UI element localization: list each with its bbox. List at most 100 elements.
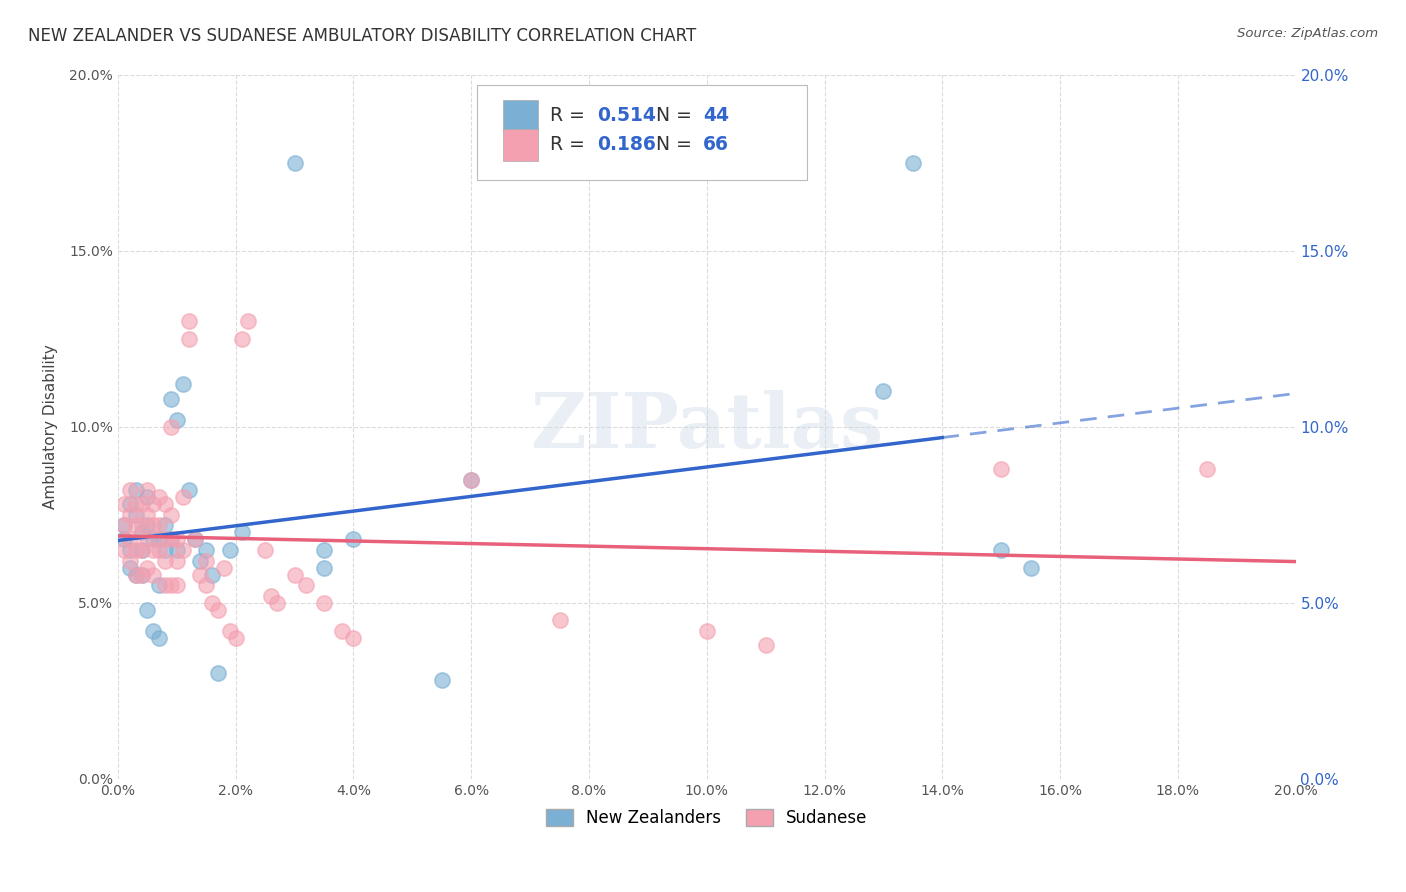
Point bbox=[195, 578, 218, 592]
Point bbox=[118, 483, 141, 497]
FancyBboxPatch shape bbox=[477, 85, 807, 180]
Point bbox=[124, 508, 146, 522]
Point bbox=[131, 543, 153, 558]
Point bbox=[312, 543, 335, 558]
Point bbox=[160, 533, 183, 547]
Point bbox=[136, 483, 159, 497]
Point bbox=[160, 419, 183, 434]
Point bbox=[153, 518, 176, 533]
Point bbox=[312, 596, 335, 610]
Point bbox=[260, 589, 283, 603]
Point bbox=[295, 578, 318, 592]
Text: N =: N = bbox=[657, 106, 697, 125]
Point bbox=[112, 543, 135, 558]
Point bbox=[460, 473, 482, 487]
Text: N =: N = bbox=[657, 136, 697, 154]
Point bbox=[118, 533, 141, 547]
Point bbox=[218, 543, 240, 558]
Point bbox=[131, 567, 153, 582]
Text: R =: R = bbox=[550, 136, 591, 154]
Point bbox=[136, 518, 159, 533]
Point bbox=[160, 533, 183, 547]
Point bbox=[207, 603, 229, 617]
Point bbox=[207, 666, 229, 681]
Point bbox=[990, 462, 1012, 476]
Point bbox=[1019, 560, 1042, 574]
Point bbox=[266, 596, 288, 610]
Y-axis label: Ambulatory Disability: Ambulatory Disability bbox=[44, 344, 58, 509]
Point bbox=[153, 497, 176, 511]
Point bbox=[1197, 462, 1219, 476]
Point bbox=[284, 155, 307, 169]
Text: Source: ZipAtlas.com: Source: ZipAtlas.com bbox=[1237, 27, 1378, 40]
Point bbox=[112, 497, 135, 511]
Point bbox=[160, 508, 183, 522]
Point bbox=[166, 543, 188, 558]
Point bbox=[131, 525, 153, 540]
Point bbox=[148, 490, 170, 504]
Point bbox=[177, 332, 200, 346]
Point bbox=[166, 412, 188, 426]
Point bbox=[330, 624, 353, 638]
Point bbox=[190, 567, 212, 582]
Point bbox=[153, 543, 176, 558]
Point bbox=[142, 624, 165, 638]
Text: R =: R = bbox=[550, 106, 591, 125]
Point bbox=[201, 567, 224, 582]
Point bbox=[153, 578, 176, 592]
Point bbox=[136, 560, 159, 574]
Point bbox=[136, 490, 159, 504]
Point bbox=[201, 596, 224, 610]
Point bbox=[131, 567, 153, 582]
Point bbox=[148, 533, 170, 547]
Point bbox=[166, 533, 188, 547]
Point bbox=[172, 377, 194, 392]
Point bbox=[124, 518, 146, 533]
Point bbox=[990, 543, 1012, 558]
Point bbox=[136, 603, 159, 617]
Point bbox=[872, 384, 894, 399]
Point bbox=[177, 483, 200, 497]
Point bbox=[231, 525, 253, 540]
Point bbox=[131, 518, 153, 533]
Point bbox=[342, 631, 364, 645]
Point bbox=[225, 631, 247, 645]
Point bbox=[136, 508, 159, 522]
Point bbox=[548, 614, 571, 628]
Point bbox=[236, 314, 259, 328]
Point bbox=[190, 553, 212, 567]
Point bbox=[312, 560, 335, 574]
Point bbox=[131, 543, 153, 558]
Point bbox=[153, 553, 176, 567]
Point bbox=[124, 497, 146, 511]
Point bbox=[136, 533, 159, 547]
Point bbox=[148, 631, 170, 645]
Point bbox=[195, 543, 218, 558]
Point bbox=[142, 518, 165, 533]
Point bbox=[901, 155, 924, 169]
Point bbox=[118, 497, 141, 511]
Point bbox=[166, 578, 188, 592]
Point bbox=[142, 543, 165, 558]
Point bbox=[172, 490, 194, 504]
Point bbox=[148, 518, 170, 533]
Point bbox=[160, 392, 183, 406]
Point bbox=[118, 508, 141, 522]
Point bbox=[112, 518, 135, 533]
Point bbox=[118, 543, 141, 558]
Point bbox=[142, 567, 165, 582]
Point bbox=[118, 553, 141, 567]
Text: 0.186: 0.186 bbox=[598, 136, 657, 154]
Point bbox=[148, 578, 170, 592]
Point bbox=[172, 543, 194, 558]
Point bbox=[124, 483, 146, 497]
Point bbox=[195, 553, 218, 567]
Point bbox=[231, 332, 253, 346]
Text: NEW ZEALANDER VS SUDANESE AMBULATORY DISABILITY CORRELATION CHART: NEW ZEALANDER VS SUDANESE AMBULATORY DIS… bbox=[28, 27, 696, 45]
Point bbox=[183, 533, 205, 547]
Point bbox=[430, 673, 453, 688]
Point bbox=[124, 567, 146, 582]
Point bbox=[755, 638, 778, 652]
Point bbox=[342, 533, 364, 547]
Point bbox=[460, 473, 482, 487]
